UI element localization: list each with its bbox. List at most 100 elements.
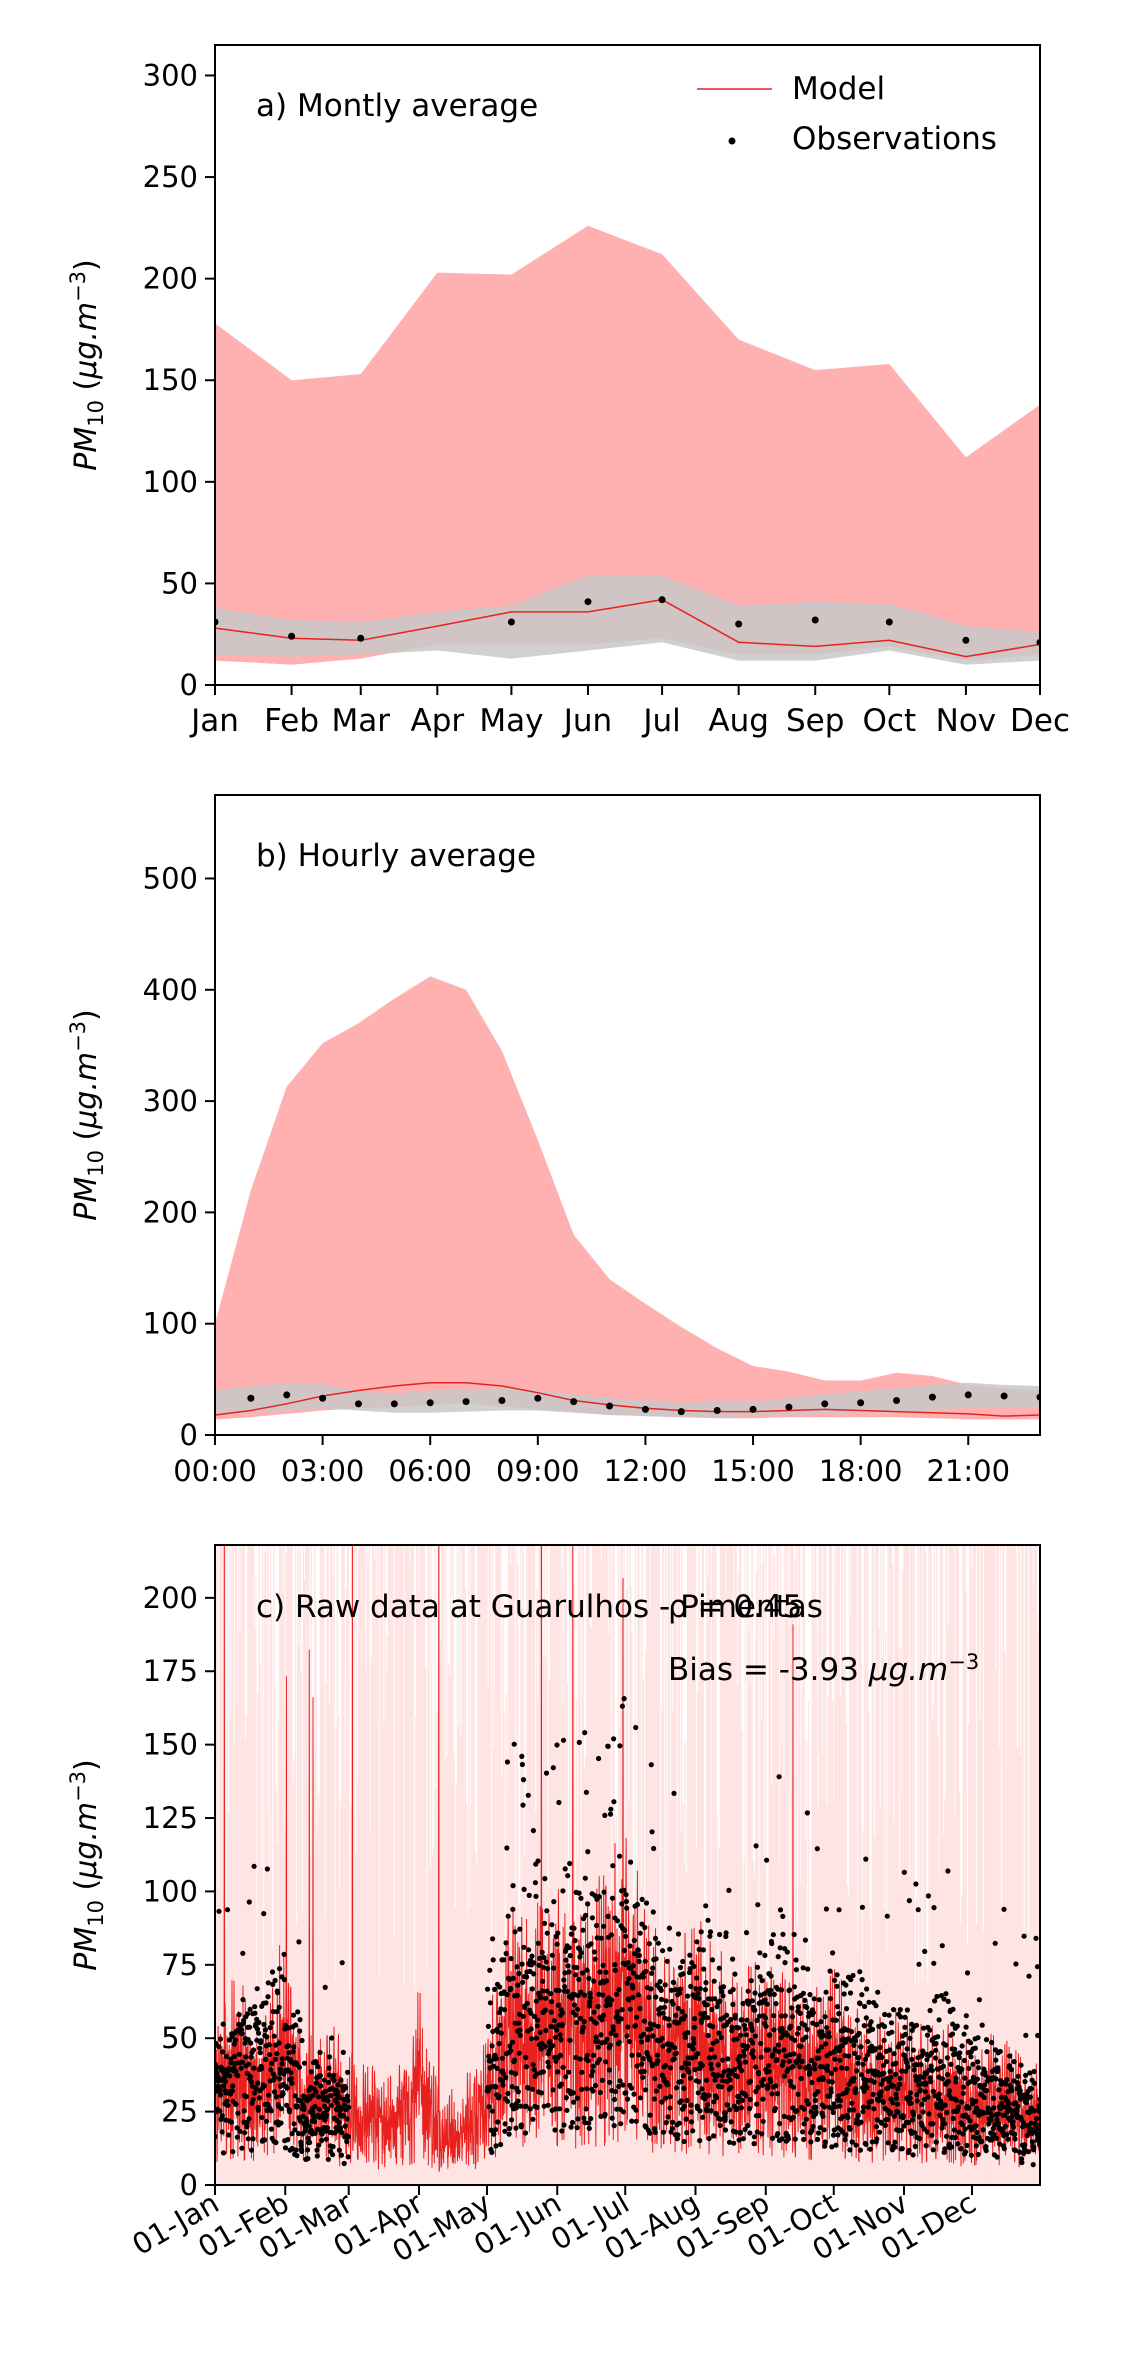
observation-point [630, 1970, 637, 1976]
observation-point [712, 2077, 718, 2083]
observation-point [561, 2122, 567, 2128]
observation-point [862, 2003, 868, 2010]
observation-point [747, 2078, 754, 2084]
observation-point [239, 2145, 245, 2151]
observation-point [313, 2089, 319, 2095]
observation-point [697, 2108, 703, 2114]
observation-point [717, 1998, 723, 2004]
observation-point [666, 1925, 673, 1931]
observation-point [942, 2102, 948, 2108]
observation-point [584, 2086, 590, 2092]
observation-point [849, 2029, 855, 2035]
observation-point [579, 2086, 585, 2092]
observation-point [613, 2088, 619, 2095]
observation-point [762, 2015, 769, 2021]
observation-point [976, 2135, 982, 2141]
observation-point [682, 2013, 688, 2019]
observation-point [640, 2074, 646, 2080]
observation-point [770, 1932, 777, 1938]
observation-point [927, 2027, 933, 2033]
observation-point [902, 2014, 908, 2020]
observation-point [745, 1988, 751, 1994]
observation-point [595, 2044, 601, 2050]
observation-point [615, 1918, 621, 1924]
observation-point [660, 1948, 666, 1954]
observation-point [855, 2060, 861, 2066]
observation-point [933, 2139, 939, 2145]
observation-point [736, 2137, 742, 2143]
legend-observations-marker [728, 137, 736, 145]
observation-point [490, 2028, 496, 2035]
observation-point [824, 2067, 831, 2073]
observation-point [611, 2123, 617, 2129]
observation-point [751, 2134, 758, 2140]
observation-points [215, 1696, 1040, 2168]
svg-text:PM10 (μg.m−3): PM10 (μg.m−3) [66, 259, 108, 471]
observation-point [981, 2094, 987, 2101]
observation-point [874, 2117, 880, 2123]
observation-point [952, 2046, 958, 2052]
observation-point [679, 2065, 685, 2071]
observation-point [631, 2091, 637, 2097]
observation-point [963, 2024, 969, 2030]
observation-point [509, 2039, 516, 2045]
observation-point [869, 2043, 875, 2049]
observation-point [1027, 2094, 1033, 2100]
observation-point [503, 2074, 509, 2081]
y-tick-label: 0 [180, 2168, 198, 2202]
observation-point [770, 2135, 776, 2141]
observation-point [292, 2022, 299, 2028]
observation-point [791, 1984, 798, 1990]
observation-point [643, 2087, 649, 2093]
x-axis-ticks: Jan Feb Mar Apr May Jun Jul Aug Sep Oct Nov Dec [189, 685, 1070, 739]
observation-point [279, 2061, 285, 2067]
observation-point [781, 2073, 788, 2079]
observation-point [610, 2027, 616, 2033]
observation-point [1012, 2131, 1018, 2137]
observation-point [520, 1802, 526, 1808]
observation-point [312, 2130, 318, 2136]
observation-point [864, 1986, 870, 1992]
observation-point [580, 2024, 586, 2030]
observation-point [219, 2129, 225, 2135]
observation-point [836, 2011, 842, 2017]
observation-point [607, 2079, 613, 2085]
observation-point [897, 2007, 903, 2013]
observation-point [808, 2057, 815, 2063]
observation-point [570, 1398, 578, 1406]
observation-point [534, 1394, 542, 1402]
observation-point [265, 1980, 271, 1986]
observation-point [608, 1806, 614, 1812]
observation-point [703, 1903, 709, 1909]
observation-point [552, 2127, 558, 2133]
observation-point [551, 1899, 557, 1905]
x-tick-label: Mar [331, 703, 390, 739]
observation-point [1023, 2032, 1029, 2038]
observation-point [961, 2031, 967, 2037]
observation-point [861, 2023, 867, 2029]
observation-point [779, 2025, 785, 2031]
observation-point [215, 2064, 220, 2071]
observation-point [325, 2156, 331, 2162]
observation-point [795, 2091, 801, 2097]
observation-point [665, 2082, 671, 2088]
observation-point [784, 1949, 790, 1955]
observation-point [717, 1931, 723, 1938]
observation-point [510, 1906, 516, 1912]
observation-point [591, 1978, 597, 1984]
observation-point [890, 2007, 897, 2013]
observation-point [716, 1965, 722, 1971]
observation-point [624, 1980, 630, 1986]
observation-point [247, 1394, 255, 1402]
observation-point [521, 1886, 527, 1892]
observation-point [932, 2055, 939, 2061]
observation-point [917, 2087, 924, 2093]
observation-point [954, 2023, 960, 2029]
observation-point [231, 2041, 237, 2047]
observation-point [755, 1902, 761, 1908]
observation-point [487, 2000, 493, 2006]
observation-point [344, 2138, 350, 2145]
observation-point [904, 2059, 910, 2066]
observation-point [908, 2100, 914, 2106]
